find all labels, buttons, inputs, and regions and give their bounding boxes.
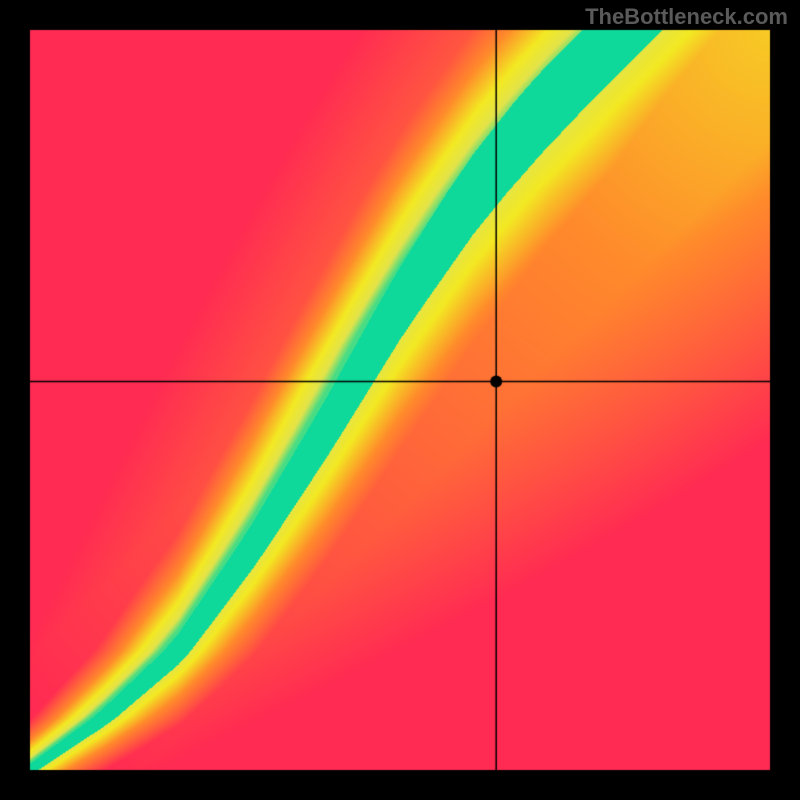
chart-container: TheBottleneck.com	[0, 0, 800, 800]
bottleneck-heatmap	[0, 0, 800, 800]
attribution-label: TheBottleneck.com	[585, 4, 788, 30]
